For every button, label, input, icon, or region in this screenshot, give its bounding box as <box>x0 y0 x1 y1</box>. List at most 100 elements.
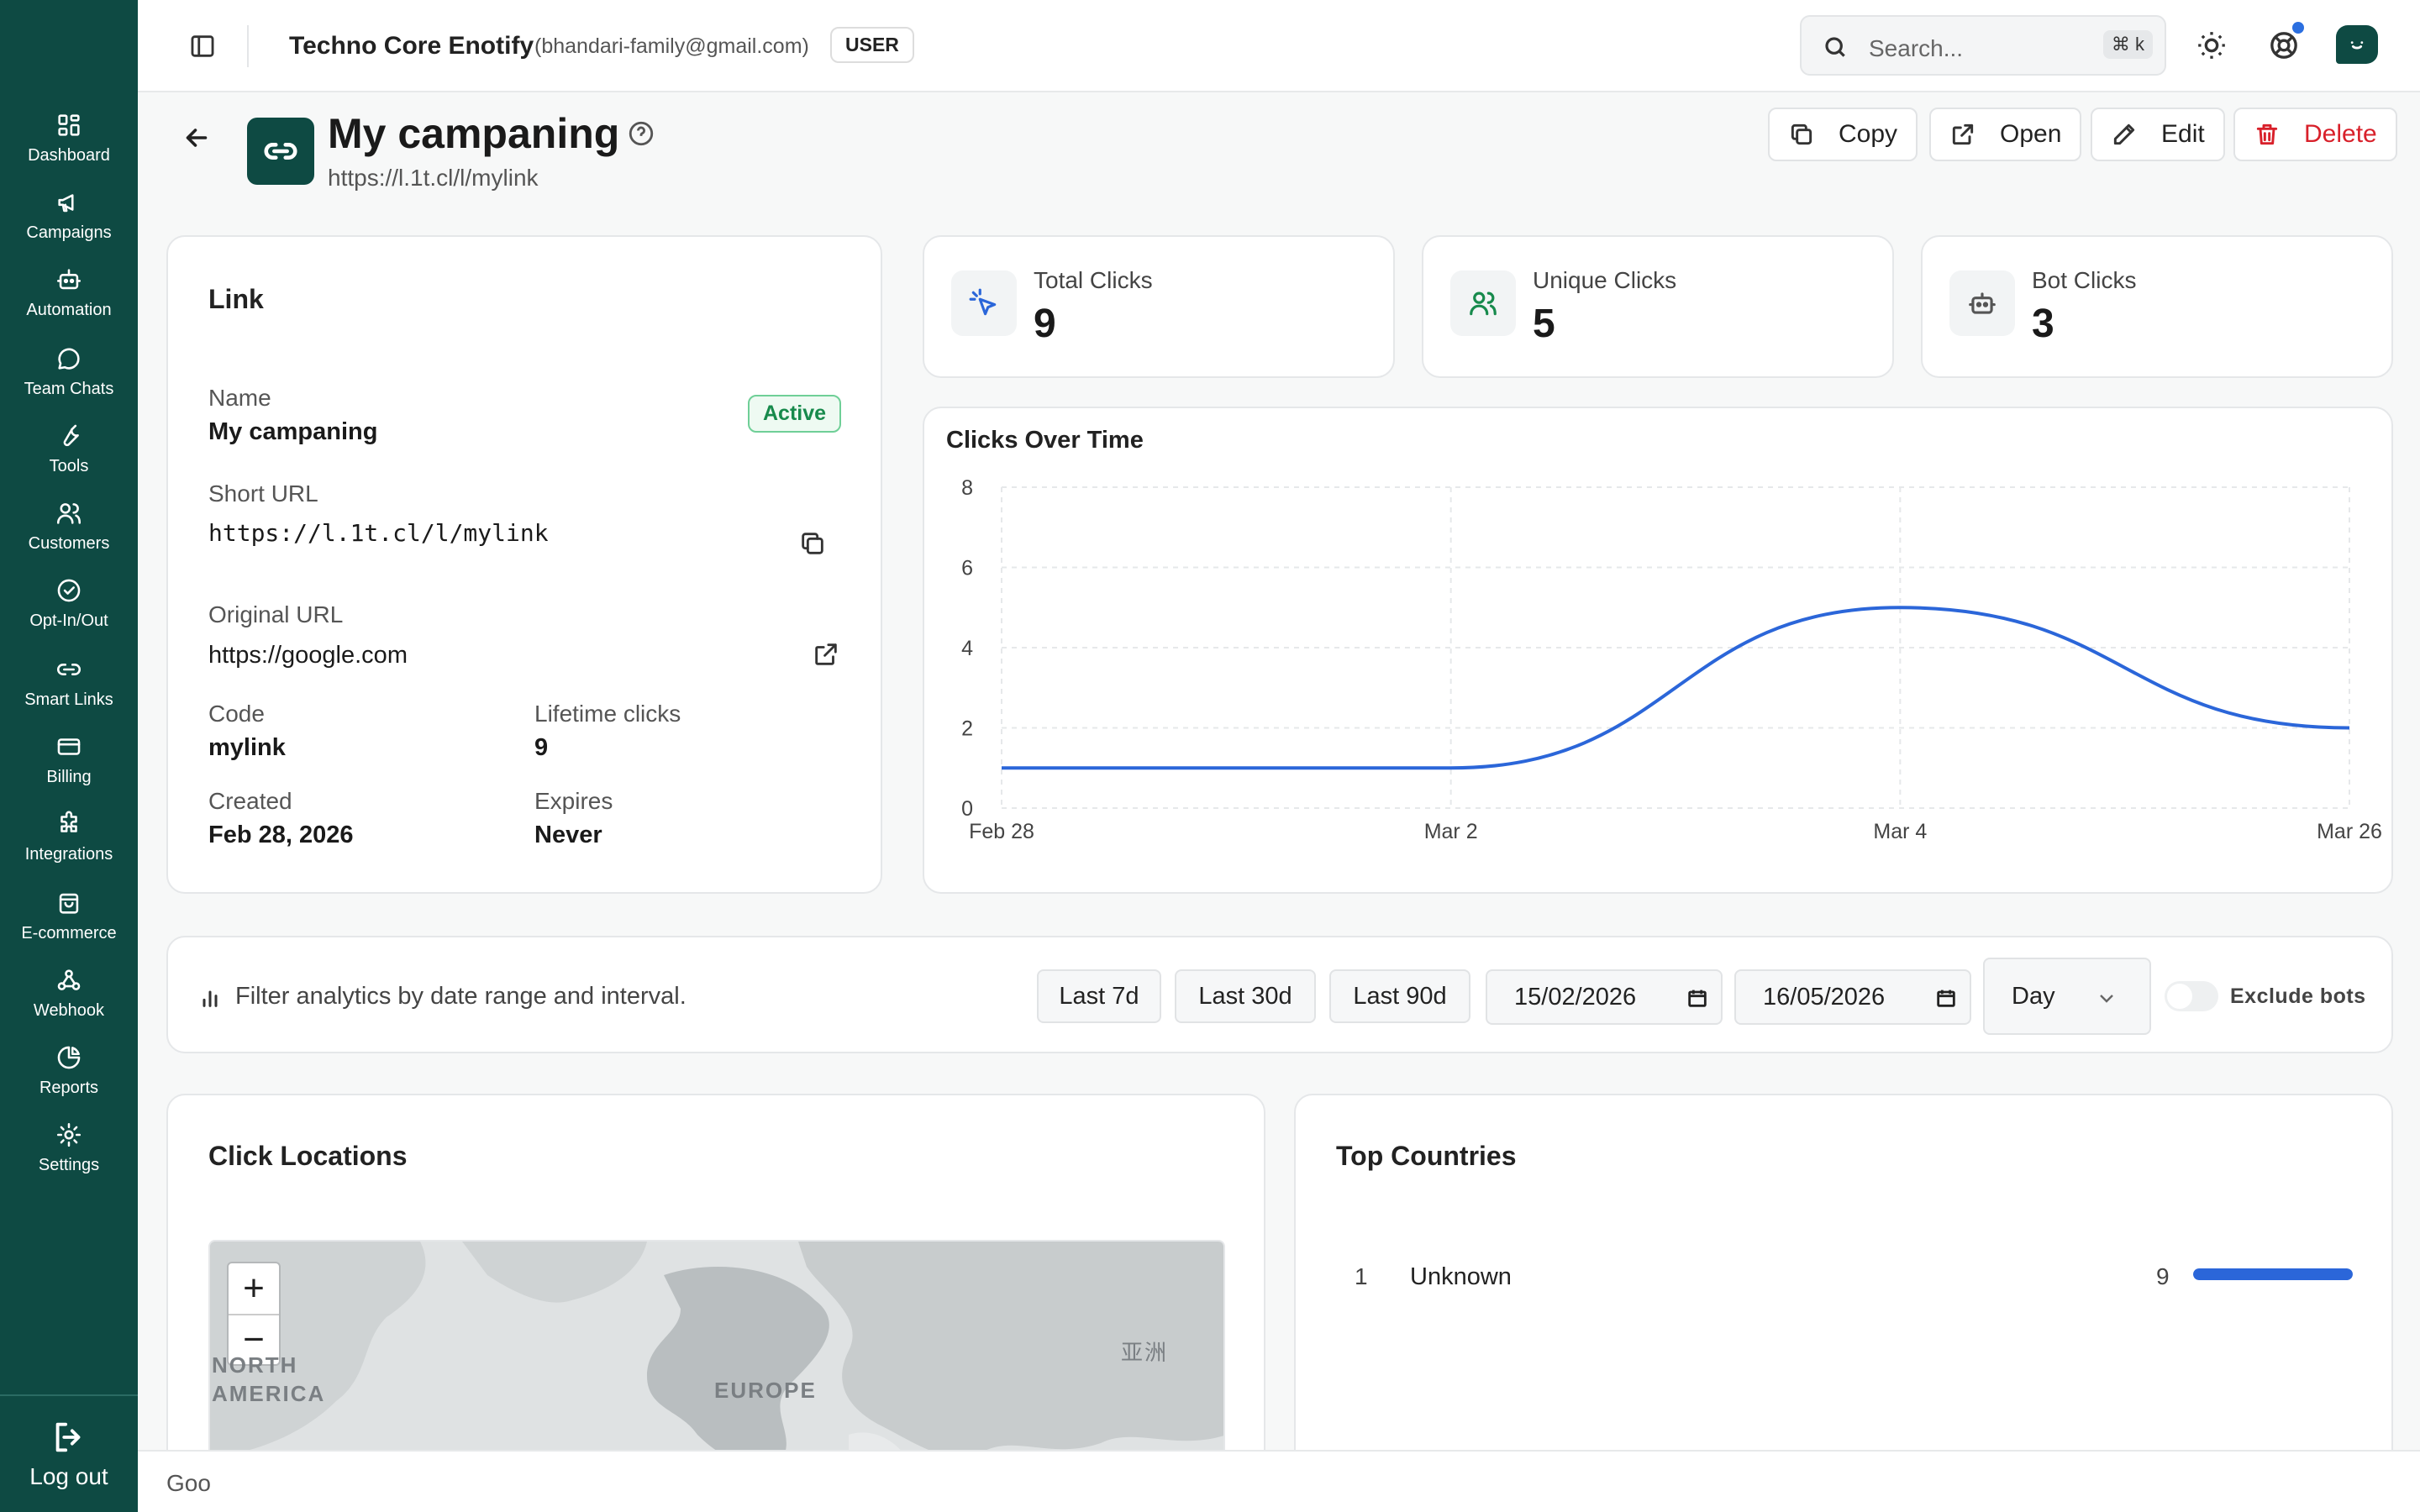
sidebar-item-team-chats[interactable]: Team Chats <box>0 344 138 418</box>
country-name: Unknown <box>1410 1263 1512 1290</box>
exclude-bots-label: Exclude bots <box>2230 984 2366 1008</box>
country-share-fill <box>2193 1268 2353 1280</box>
map-label-north-america: NORTH AMERICA <box>212 1352 326 1406</box>
sidebar: Dashboard Campaigns Automation Team Chat… <box>0 0 138 1512</box>
footer-text: Goo <box>166 1470 211 1496</box>
check-circle-icon <box>57 579 81 602</box>
edit-button[interactable]: Edit <box>2091 108 2225 161</box>
zoom-in-button[interactable]: + <box>243 1268 265 1309</box>
code-label: Code <box>208 701 265 727</box>
credit-card-icon <box>57 738 81 755</box>
stat-icon <box>1450 270 1516 336</box>
logout-icon <box>55 1422 81 1452</box>
top-bar: Techno Core Enotify (bhandari-family@gma… <box>138 0 2420 92</box>
sidebar-item-e-commerce[interactable]: E-commerce <box>0 889 138 963</box>
y-tick-label: 2 <box>961 717 973 741</box>
users-icon <box>56 503 82 524</box>
sidebar-item-campaigns[interactable]: Campaigns <box>0 188 138 262</box>
external-link-icon <box>815 643 837 665</box>
delete-label: Delete <box>2304 120 2377 148</box>
sidebar-item-reports[interactable]: Reports <box>0 1043 138 1117</box>
help-icon[interactable] <box>627 119 655 148</box>
assistant-chat-button[interactable] <box>2336 25 2378 64</box>
footer-bar: Goo <box>138 1450 2420 1512</box>
short-url-label: Short URL <box>208 480 318 507</box>
sidebar-item-settings[interactable]: Settings <box>0 1121 138 1194</box>
lifetime-clicks-value: 9 <box>534 734 549 761</box>
sidebar-item-label: Campaigns <box>26 223 112 242</box>
open-button[interactable]: Open <box>1929 108 2082 161</box>
map-zoom-controls: + − <box>227 1262 281 1366</box>
wrench-icon <box>63 424 79 447</box>
logout-button[interactable]: Log out <box>0 1394 138 1512</box>
analytics-filter-bar: Filter analytics by date range and inter… <box>166 936 2393 1053</box>
card-title: Link <box>208 284 264 314</box>
y-tick-label: 6 <box>961 557 973 580</box>
sidebar-toggle-button[interactable] <box>188 32 217 60</box>
chat-bubble-icon <box>58 348 80 370</box>
preset-last-7d-button[interactable]: Last 7d <box>1037 969 1161 1023</box>
lifetime-clicks-label: Lifetime clicks <box>534 701 681 727</box>
date-to-input[interactable]: 16/05/2026 <box>1734 969 1971 1025</box>
date-to-value: 16/05/2026 <box>1763 983 1886 1011</box>
sidebar-item-dashboard[interactable]: Dashboard <box>0 111 138 185</box>
sidebar-item-billing[interactable]: Billing <box>0 732 138 806</box>
search-icon <box>1825 37 1845 57</box>
code-value: mylink <box>208 734 286 761</box>
copy-icon <box>802 533 823 554</box>
y-tick-label: 0 <box>961 797 973 821</box>
preset-last-30d-button[interactable]: Last 30d <box>1175 969 1316 1023</box>
sidebar-item-smart-links[interactable]: Smart Links <box>0 655 138 729</box>
sidebar-item-label: Team Chats <box>24 380 114 398</box>
cursor-click-icon <box>969 288 997 316</box>
sidebar-item-opt-in-out[interactable]: Opt-In/Out <box>0 576 138 650</box>
x-tick-label: Mar 4 <box>1873 820 1927 843</box>
stat-value: 3 <box>2032 302 2054 346</box>
divider <box>247 25 249 67</box>
x-tick-label: Mar 2 <box>1424 820 1478 843</box>
sidebar-item-label: Automation <box>26 301 112 319</box>
section-title: Click Locations <box>208 1141 408 1171</box>
help-support-button[interactable] <box>2267 22 2304 62</box>
created-label: Created <box>208 788 292 814</box>
interval-value: Day <box>2012 982 2055 1010</box>
lifebuoy-icon <box>2270 32 2297 59</box>
total-clicks-card: Total Clicks 9 <box>923 235 1395 378</box>
search-input[interactable]: Search... ⌘ k <box>1800 15 2166 76</box>
copy-short-url-button[interactable] <box>798 529 827 558</box>
gear-icon <box>56 1122 82 1147</box>
open-original-url-button[interactable] <box>812 640 840 669</box>
zoom-out-button[interactable]: − <box>229 1314 279 1364</box>
exclude-bots-toggle[interactable] <box>2165 981 2218 1011</box>
preset-last-90d-button[interactable]: Last 90d <box>1329 969 1470 1023</box>
sidebar-item-tools[interactable]: Tools <box>0 422 138 496</box>
users-icon <box>1470 291 1497 316</box>
logout-label: Log out <box>29 1463 108 1489</box>
sidebar-item-label: E-commerce <box>21 924 117 942</box>
copy-button[interactable]: Copy <box>1768 108 1918 161</box>
webhook-icon <box>57 969 81 990</box>
interval-select[interactable]: Day <box>1983 958 2151 1035</box>
date-from-input[interactable]: 15/02/2026 <box>1486 969 1723 1025</box>
edit-label: Edit <box>2161 120 2205 148</box>
theme-toggle-button[interactable] <box>2195 29 2228 62</box>
dashboard-icon <box>58 114 80 136</box>
clicks-over-time-chart: 0 2 4 6 8 Feb 28 Mar 2 Mar 4 Mar 26 <box>961 476 2382 843</box>
sidebar-item-webhook[interactable]: Webhook <box>0 966 138 1040</box>
shopping-bag-icon <box>59 893 79 914</box>
stat-value: 9 <box>1034 302 1056 346</box>
x-tick-label: Feb 28 <box>969 820 1034 843</box>
notification-dot <box>2292 22 2304 34</box>
sidebar-item-label: Billing <box>46 768 92 786</box>
sidebar-item-label: Settings <box>38 1156 100 1174</box>
back-button[interactable] <box>182 123 212 153</box>
role-badge: USER <box>830 27 914 63</box>
page-title: My campaning <box>328 110 620 157</box>
sidebar-item-integrations[interactable]: Integrations <box>0 810 138 884</box>
sidebar-item-customers[interactable]: Customers <box>0 499 138 573</box>
stat-label: Bot Clicks <box>2032 267 2137 293</box>
country-count: 9 <box>2156 1263 2170 1289</box>
sidebar-item-automation[interactable]: Automation <box>0 265 138 339</box>
delete-button[interactable]: Delete <box>2233 108 2397 161</box>
expires-label: Expires <box>534 788 613 814</box>
